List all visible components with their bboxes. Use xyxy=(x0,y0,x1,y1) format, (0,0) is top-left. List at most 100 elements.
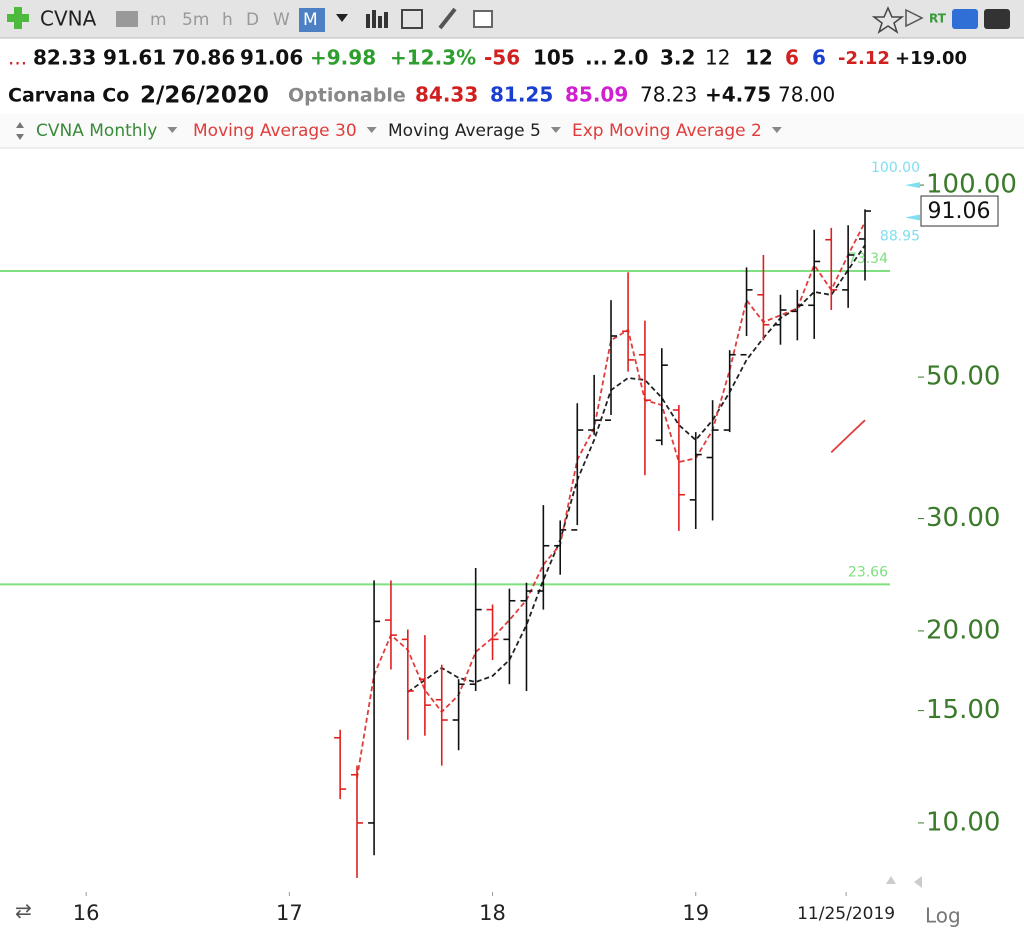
add-icon[interactable] xyxy=(7,7,29,29)
interval-button[interactable]: m xyxy=(150,10,167,30)
note-icon[interactable] xyxy=(473,10,493,28)
interval-highlight xyxy=(299,8,325,32)
ohlc-bar xyxy=(672,405,685,531)
star-icon[interactable] xyxy=(871,6,905,34)
quote-value: -56 xyxy=(484,46,520,70)
quote-value: 12 xyxy=(705,46,730,70)
ohlc-bar xyxy=(435,664,448,766)
ohlc-bar xyxy=(825,227,838,311)
s-badge[interactable] xyxy=(952,9,978,29)
table-icon[interactable] xyxy=(401,9,423,29)
legend-dropdown[interactable] xyxy=(366,127,377,133)
ohlc-bar xyxy=(842,225,855,308)
ohlc-bar xyxy=(859,209,872,281)
x-tick-label: 18 xyxy=(479,901,506,925)
quote-value: 2.0 xyxy=(613,46,648,70)
ohlc-bar xyxy=(774,294,787,345)
x-tick-label: 17 xyxy=(276,901,303,925)
ohlc-bar xyxy=(571,403,584,531)
price-marker xyxy=(905,214,920,221)
quote-value: -2.12 xyxy=(838,48,890,69)
quote-value: 3.2 xyxy=(660,46,695,70)
t-badge[interactable] xyxy=(984,9,1010,29)
ohlc-bar xyxy=(469,568,482,692)
legend-entry[interactable]: Exp Moving Average 2 xyxy=(572,121,762,141)
y-tick-label: 50.00 xyxy=(926,362,1000,392)
ohlc-bar xyxy=(757,254,770,341)
ohlc-bar xyxy=(723,350,736,433)
quote-value: 105 xyxy=(533,46,575,70)
ohlc-bar xyxy=(384,580,397,670)
ohlc-bar xyxy=(537,505,550,610)
y-tick-label: 20.00 xyxy=(926,615,1000,645)
ohlc-bar xyxy=(351,765,364,878)
legend-entry[interactable]: Moving Average 30 xyxy=(193,121,357,141)
interval-button[interactable]: 5m xyxy=(182,10,209,30)
plot: 10.00 15.00 20.00 30.00 50.00 100.00 16 17 18 19 1… xyxy=(0,160,1017,925)
x-tick-label: 16 xyxy=(73,901,100,925)
ohlc-bar xyxy=(554,520,567,575)
ohlc-bar xyxy=(740,267,753,356)
quote-value: 6 xyxy=(785,46,799,70)
dropdown-icon[interactable] xyxy=(336,14,348,22)
legend-dropdown[interactable] xyxy=(771,127,782,133)
alert-icon[interactable] xyxy=(905,8,924,28)
legend-dropdown[interactable] xyxy=(167,127,178,133)
draw-icon[interactable] xyxy=(438,7,457,30)
link-icon[interactable] xyxy=(116,11,138,27)
quote-value: +12.3% xyxy=(390,46,476,70)
indicator-line xyxy=(830,419,866,454)
info-value: 84.33 xyxy=(415,83,478,107)
legend-dropdown[interactable] xyxy=(550,127,561,133)
last-price-box xyxy=(920,195,999,227)
ohlc-bar xyxy=(520,582,533,692)
interval-button[interactable]: h xyxy=(222,10,233,30)
scroll-left-icon[interactable] xyxy=(914,876,922,888)
toolbar xyxy=(0,0,1024,38)
y-tick-label: 100.00 xyxy=(926,170,1017,200)
interval-button[interactable]: D xyxy=(246,10,259,30)
scroll-up-icon[interactable] xyxy=(886,876,896,884)
quote-value: 12 xyxy=(745,46,773,70)
info-value: Optionable xyxy=(288,85,406,107)
info-row: Carvana Co 2/26/2020 Optionable 84.33 81.25 8… xyxy=(8,83,835,109)
ohlc-bar xyxy=(808,229,821,339)
ohlc-bar xyxy=(638,320,651,476)
quote-value: ... xyxy=(8,46,27,70)
legend-entry[interactable]: CVNA Monthly xyxy=(36,121,157,141)
chart-style-icon[interactable] xyxy=(366,10,388,28)
ohlc-bar xyxy=(588,374,601,435)
interval-button[interactable]: W xyxy=(273,10,290,30)
ohlc-bar xyxy=(622,272,635,372)
ohlc-bar xyxy=(605,300,618,421)
sync-icon[interactable]: ⇄ xyxy=(15,899,32,923)
price-marker-label: 88.95 xyxy=(880,229,920,245)
legend-toggle[interactable] xyxy=(16,122,24,140)
scale-label[interactable]: Log xyxy=(925,904,961,928)
quote-value: 91.61 xyxy=(103,46,166,70)
price-marker-label: 100.00 xyxy=(871,160,920,176)
info-value: 2/26/2020 xyxy=(140,83,269,109)
rt-badge[interactable]: RT xyxy=(929,12,947,26)
quote-value: ... xyxy=(585,46,608,70)
info-value: 85.09 xyxy=(565,83,628,107)
indicator-line xyxy=(407,244,866,693)
ohlc-bar xyxy=(655,348,668,446)
price-marker xyxy=(905,182,920,189)
horizontal-line-label: 73.34 xyxy=(848,251,888,267)
quote-value: 91.06 xyxy=(240,46,303,70)
interval-button[interactable]: M xyxy=(303,10,318,30)
ohlc-bar xyxy=(791,289,804,341)
x-tick-label: 11/25/2019 xyxy=(797,904,895,924)
legend: CVNA Monthly Moving Average 30 Moving Aver… xyxy=(36,121,782,141)
y-tick-label: 15.00 xyxy=(926,695,1000,725)
ohlc-bar xyxy=(486,604,499,661)
y-tick-label: 30.00 xyxy=(926,503,1000,533)
info-value: Carvana Co xyxy=(8,85,129,107)
symbol[interactable]: CVNA xyxy=(40,7,97,31)
ohlc-bar xyxy=(706,400,719,521)
legend-entry[interactable]: Moving Average 5 xyxy=(388,121,541,141)
ohlc-bar xyxy=(689,432,702,529)
